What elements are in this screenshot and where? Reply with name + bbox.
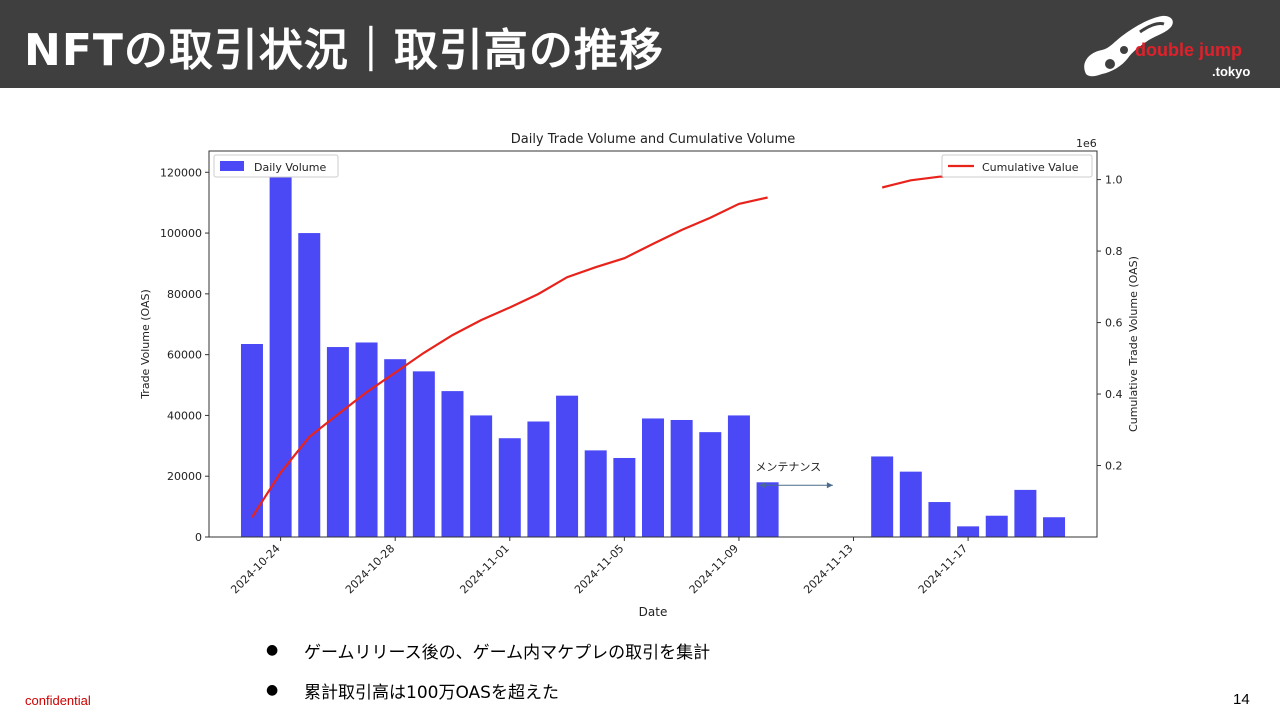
legend-line-box: [941, 154, 1093, 178]
bar-daily-volume: [1014, 489, 1037, 537]
bullet-text: 累計取引高は100万OASを超えた: [304, 682, 559, 703]
bullet-item: ● ゲームリリース後の、ゲーム内マケプレの取引を集計: [266, 636, 710, 664]
slide-title: NFTの取引状況｜取引高の推移: [24, 25, 664, 76]
bar-daily-volume: [412, 371, 435, 537]
logo-brush-icon: [1084, 15, 1173, 77]
x-tick-label: 2024-11-17: [916, 542, 970, 596]
maintenance-arrowhead-left: [759, 482, 766, 489]
bar-daily-volume: [269, 169, 292, 538]
y2-tick-label: 0.4: [1105, 388, 1123, 401]
slide-header: NFTの取引状況｜取引高の推移 double jump .tokyo: [0, 0, 1280, 88]
y-tick-label: 120000: [160, 166, 202, 179]
x-tick-label: 2024-11-13: [801, 542, 855, 596]
bullet-dot-icon: ●: [266, 642, 279, 658]
x-tick-label: 2024-11-01: [457, 542, 511, 596]
legend-bar-label: Daily Volume: [254, 161, 326, 174]
bar-daily-volume: [556, 395, 579, 537]
bar-daily-volume: [871, 456, 894, 537]
bar-daily-volume: [957, 526, 980, 537]
bar-daily-volume: [298, 233, 321, 537]
bar-daily-volume: [642, 418, 664, 537]
y-tick-label: 0: [195, 531, 202, 544]
y2-tick-label: 0.6: [1105, 317, 1123, 330]
logo-subtext: .tokyo: [1212, 64, 1251, 79]
x-tick-label: 2024-11-09: [687, 542, 741, 596]
bar-daily-volume: [756, 482, 779, 537]
bar-daily-volume: [613, 457, 636, 537]
bar-daily-volume: [355, 342, 378, 537]
y2-offset-label: 1e6: [1076, 137, 1097, 150]
y2-tick-label: 0.2: [1105, 460, 1123, 473]
page-number: 14: [1233, 691, 1250, 708]
x-tick-label: 2024-10-28: [343, 542, 397, 596]
legend-line-label: Cumulative Value: [982, 161, 1079, 174]
company-logo: double jump .tokyo: [1080, 12, 1265, 82]
bar-daily-volume: [670, 419, 693, 537]
bullet-item: ● 累計取引高は100万OASを超えた: [266, 676, 710, 704]
cumulative-value-line: [251, 196, 768, 518]
y-tick-label: 100000: [160, 227, 202, 240]
bar-daily-volume: [441, 391, 464, 537]
y-axis-label: Trade Volume (OAS): [139, 289, 152, 400]
bar-daily-volume: [899, 471, 922, 537]
x-axis-label: Date: [639, 605, 668, 619]
trade-volume-chart: Daily Trade Volume and Cumulative Volume…: [139, 132, 1140, 619]
chart-title: Daily Trade Volume and Cumulative Volume: [511, 132, 796, 147]
plot-frame: [208, 150, 1098, 538]
bullet-list: ● ゲームリリース後の、ゲーム内マケプレの取引を集計 ● 累計取引高は100万O…: [266, 636, 710, 716]
bar-daily-volume: [527, 421, 550, 537]
maintenance-arrowhead-right: [826, 482, 833, 489]
y2-axis-label: Cumulative Trade Volume (OAS): [1127, 256, 1140, 432]
bar-daily-volume: [928, 502, 951, 537]
legend-bar-swatch: [220, 161, 244, 171]
maintenance-label: メンテナンス: [755, 460, 821, 473]
bar-daily-volume: [985, 515, 1008, 537]
x-tick-label: 2024-10-24: [228, 542, 282, 596]
bar-daily-volume: [240, 344, 263, 537]
y2-tick-label: 1.0: [1105, 174, 1123, 187]
bullet-text: ゲームリリース後の、ゲーム内マケプレの取引を集計: [304, 642, 711, 663]
bar-daily-volume: [384, 359, 407, 537]
y2-tick-label: 0.8: [1105, 245, 1123, 258]
confidential-label: confidential: [25, 693, 91, 708]
bar-daily-volume: [326, 347, 349, 537]
y-tick-label: 60000: [167, 349, 202, 362]
bar-daily-volume: [699, 432, 722, 537]
bar-daily-volume: [1043, 517, 1066, 537]
bar-daily-volume: [470, 415, 493, 537]
legend-bar-box: [213, 154, 339, 178]
y-tick-label: 80000: [167, 288, 202, 301]
bar-daily-volume: [498, 438, 521, 537]
logo-name: double jump: [1135, 40, 1242, 60]
y-tick-label: 40000: [167, 409, 202, 422]
y-tick-label: 20000: [167, 470, 202, 483]
bar-daily-volume: [727, 415, 750, 537]
bullet-dot-icon: ●: [266, 682, 279, 698]
x-tick-label: 2024-11-05: [572, 542, 626, 596]
bar-daily-volume: [584, 450, 607, 537]
